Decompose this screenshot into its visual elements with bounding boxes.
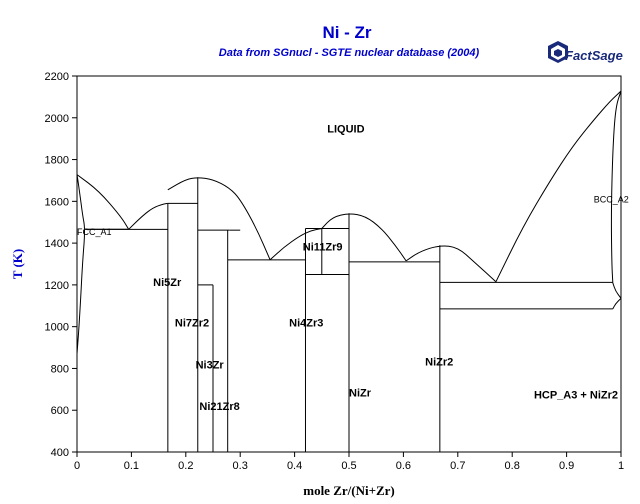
phase-label: Ni21Zr8 (199, 401, 239, 413)
y-tick-label: 1200 (45, 280, 69, 292)
factsage-logo: FactSage (548, 41, 623, 63)
phase-label: Ni3Zr (196, 359, 225, 371)
x-axis: 0 0.1 0.2 0.3 0.4 0.5 0.6 0.7 0.8 0.9 1 (74, 452, 624, 472)
factsage-logo-text: FactSage (565, 48, 623, 63)
factsage-logo-icon (548, 41, 568, 63)
y-axis-label: T (K) (10, 249, 25, 279)
phase-label: Ni11Zr9 (303, 241, 343, 253)
y-tick-label: 1800 (45, 155, 69, 167)
phase-boundaries (76, 90, 622, 452)
y-tick-label: 2000 (45, 113, 69, 125)
phase-boundary-curve (405, 245, 497, 283)
y-tick-label: 600 (51, 405, 69, 417)
phase-label: HCP_A3 + NiZr2 (534, 390, 618, 402)
phase-label: FCC_A1 (77, 227, 112, 237)
y-tick-label: 400 (51, 447, 69, 459)
phase-boundary-curve (612, 282, 622, 299)
phase-label: BCC_A2 (594, 194, 629, 204)
phase-label: NiZr2 (425, 356, 453, 368)
phase-boundary-curve (612, 297, 622, 310)
phase-label: NiZr (349, 388, 372, 400)
chart-subtitle: Data from SGnucl - SGTE nuclear database… (219, 47, 480, 59)
x-tick-label: 0.6 (396, 460, 411, 472)
x-tick-label: 0.7 (450, 460, 465, 472)
x-tick-label: 0 (74, 460, 80, 472)
phase-boundary-curve (128, 202, 168, 230)
phase-labels: LIQUID FCC_A1 BCC_A2 Ni5Zr Ni7Zr2 Ni3Zr Ni21Zr… (77, 123, 629, 413)
y-tick-label: 1600 (45, 196, 69, 208)
x-tick-label: 0.5 (341, 460, 356, 472)
y-axis: 400 600 800 1000 1200 1400 1600 1800 2000 2200 (45, 71, 77, 459)
phase-label: Ni5Zr (153, 277, 182, 289)
x-tick-label: 1 (618, 460, 624, 472)
phase-boundary-curve (76, 174, 130, 230)
x-tick-label: 0.3 (233, 460, 248, 472)
phase-boundary-curve (167, 177, 271, 260)
phase-label: LIQUID (327, 123, 364, 135)
x-tick-label: 0.1 (124, 460, 139, 472)
phase-boundary-curve (495, 90, 622, 283)
y-tick-label: 800 (51, 363, 69, 375)
y-tick-label: 1400 (45, 238, 69, 250)
x-axis-label: mole Zr/(Ni+Zr) (303, 483, 395, 498)
phase-boundary-curve (269, 228, 322, 261)
y-tick-label: 1000 (45, 322, 69, 334)
phase-label: Ni4Zr3 (289, 318, 323, 330)
x-tick-label: 0.4 (287, 460, 302, 472)
phase-boundary-curve (321, 213, 407, 262)
x-tick-label: 0.2 (178, 460, 193, 472)
x-tick-label: 0.9 (559, 460, 574, 472)
phase-label: Ni7Zr2 (175, 318, 209, 330)
phase-boundary-curve (610, 90, 622, 283)
x-tick-label: 0.8 (505, 460, 520, 472)
phase-boundary-curve (76, 174, 85, 354)
y-tick-label: 2200 (45, 71, 69, 83)
chart-title: Ni - Zr (322, 23, 371, 42)
